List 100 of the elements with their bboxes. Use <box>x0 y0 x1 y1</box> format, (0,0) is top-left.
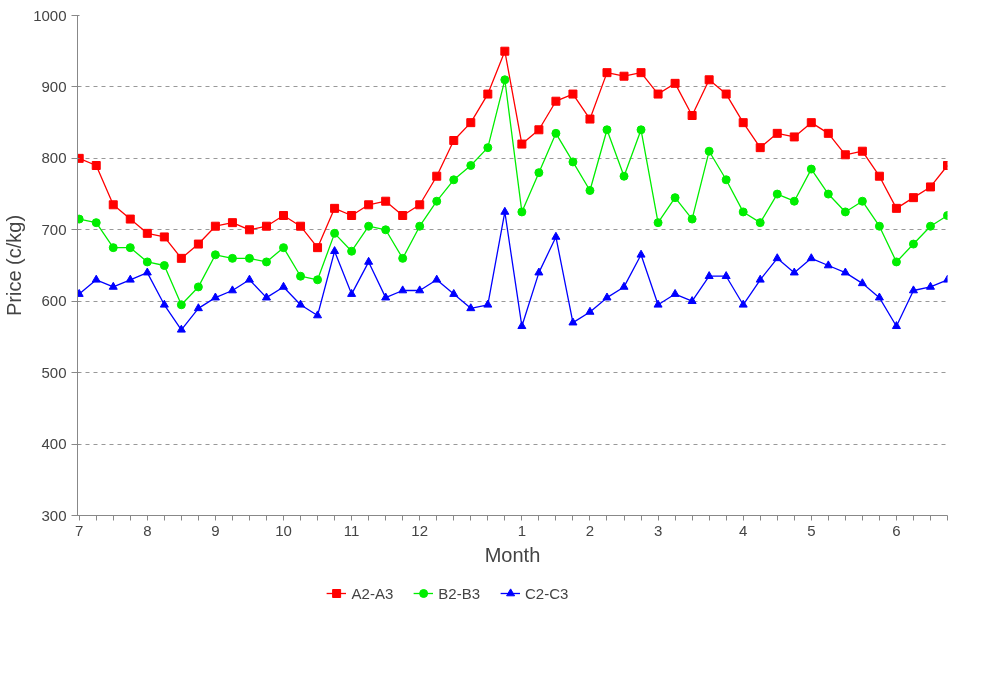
point <box>159 299 169 308</box>
point <box>449 288 459 297</box>
point <box>210 292 220 301</box>
y-tick-label: 1000 <box>33 6 67 24</box>
x-tick-label: 12 <box>411 521 429 539</box>
point <box>653 299 663 308</box>
point <box>738 299 748 308</box>
point <box>449 136 459 145</box>
point <box>176 324 186 333</box>
point <box>534 168 544 178</box>
point <box>483 299 493 308</box>
point <box>925 182 935 192</box>
legend-label: A2-A3 <box>351 584 394 602</box>
point <box>687 296 697 305</box>
point <box>891 257 901 267</box>
point <box>823 128 833 138</box>
point <box>91 161 101 170</box>
point <box>857 278 867 287</box>
point <box>142 257 152 267</box>
point <box>517 207 527 217</box>
point <box>670 78 680 88</box>
point <box>313 310 323 319</box>
point <box>176 253 186 263</box>
point <box>653 218 663 228</box>
point <box>415 200 425 210</box>
point <box>108 281 118 290</box>
y-tick-label: 900 <box>41 77 67 95</box>
point <box>279 281 289 290</box>
point <box>91 274 101 283</box>
point <box>534 125 544 135</box>
point <box>551 128 561 138</box>
x-tick-label: 2 <box>585 521 595 539</box>
point <box>772 253 782 262</box>
point <box>108 200 118 210</box>
point <box>347 246 357 256</box>
point <box>364 256 374 265</box>
point <box>585 114 595 124</box>
point <box>840 150 850 160</box>
point <box>721 271 731 280</box>
point <box>398 285 408 294</box>
x-tick-label: 1 <box>517 521 527 539</box>
point <box>347 211 357 220</box>
point <box>568 317 578 326</box>
point <box>398 211 408 220</box>
point <box>636 249 646 258</box>
point <box>210 221 220 231</box>
point <box>500 46 510 56</box>
point <box>823 189 833 199</box>
point <box>330 246 340 255</box>
y-tick-label: 700 <box>41 220 67 238</box>
point <box>806 118 816 128</box>
x-tick-label: 6 <box>892 521 901 539</box>
point <box>874 221 884 231</box>
point <box>857 196 867 206</box>
point <box>806 253 816 262</box>
point <box>279 211 289 220</box>
x-tick-label: 10 <box>275 521 292 539</box>
point <box>772 189 782 199</box>
point <box>261 257 271 267</box>
point <box>568 157 578 167</box>
point <box>466 303 476 312</box>
point <box>193 282 203 292</box>
x-tick-label: 11 <box>343 521 360 539</box>
point <box>619 281 629 290</box>
point <box>551 231 561 240</box>
x-tick-label: 9 <box>211 521 220 539</box>
point <box>227 218 237 228</box>
point <box>193 239 203 249</box>
point <box>755 143 765 153</box>
point <box>279 243 289 253</box>
point <box>466 118 476 128</box>
x-tick-label: 4 <box>739 521 748 539</box>
x-tick-label: 8 <box>143 521 152 539</box>
point <box>636 68 646 78</box>
point <box>738 118 748 128</box>
point <box>602 125 612 135</box>
point <box>670 288 680 297</box>
point <box>704 75 714 85</box>
point <box>636 125 646 135</box>
point <box>874 292 884 301</box>
point <box>925 281 935 290</box>
y-tick-label: 300 <box>41 506 67 524</box>
point <box>125 214 135 224</box>
point <box>500 206 510 215</box>
point <box>568 89 578 99</box>
point <box>619 171 629 181</box>
point <box>432 171 442 181</box>
point <box>381 225 391 235</box>
point <box>891 203 901 213</box>
legend-label: C2-C3 <box>525 584 569 602</box>
point <box>227 285 237 294</box>
y-tick-label: 600 <box>41 292 67 310</box>
point <box>704 271 714 280</box>
point <box>381 292 391 301</box>
point <box>908 193 918 203</box>
point <box>261 221 271 231</box>
point <box>313 243 323 253</box>
point <box>142 267 152 276</box>
point <box>483 143 493 153</box>
point <box>908 239 918 249</box>
